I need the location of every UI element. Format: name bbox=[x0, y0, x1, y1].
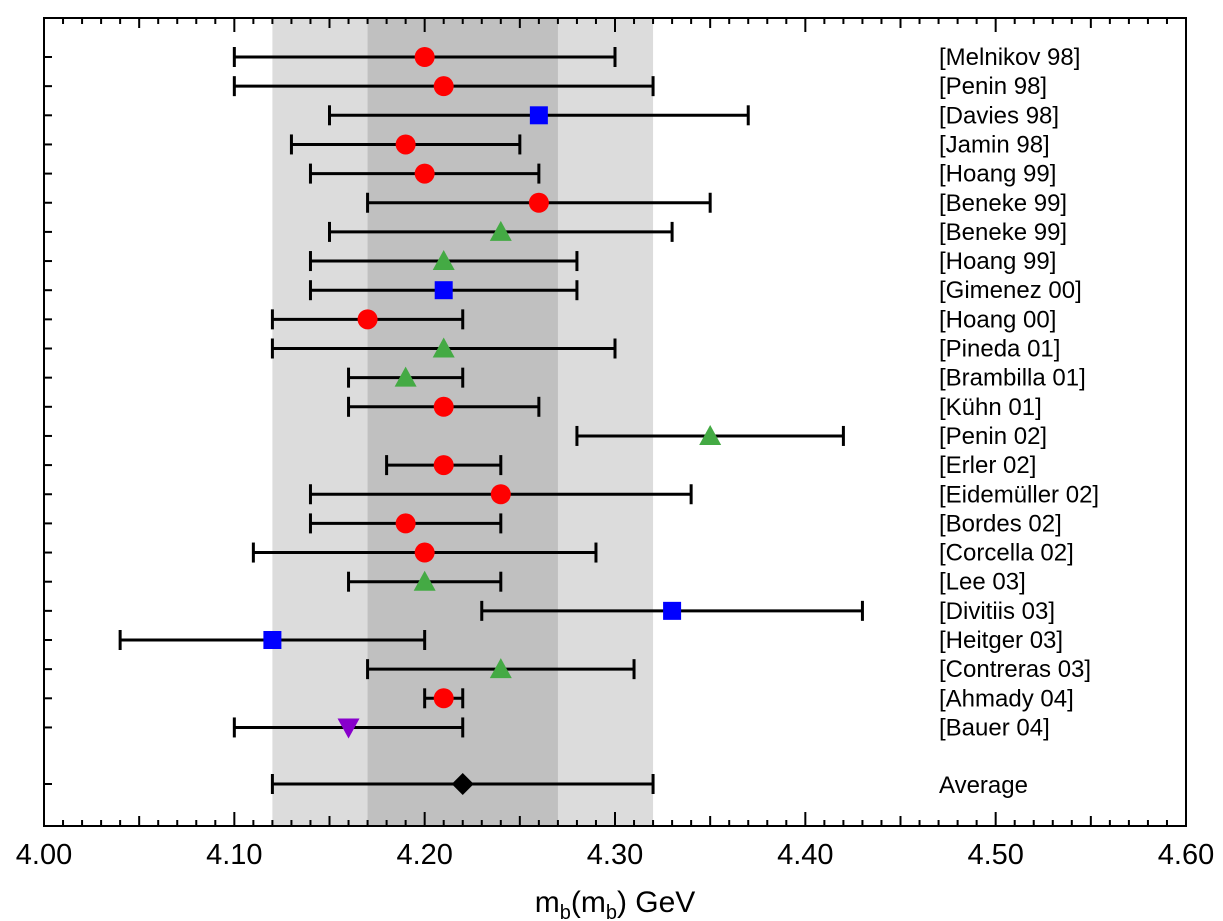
average-label: Average bbox=[939, 772, 1028, 799]
reference-label: [Penin 02] bbox=[939, 423, 1047, 450]
x-tick-label: 4.60 bbox=[1158, 839, 1214, 871]
x-tick-label: 4.20 bbox=[396, 839, 452, 871]
reference-label: [Jamin 98] bbox=[939, 131, 1050, 158]
reference-label: [Pineda 01] bbox=[939, 336, 1060, 363]
marker-circle bbox=[395, 134, 416, 155]
marker-triangle bbox=[699, 424, 722, 445]
marks-layer bbox=[118, 47, 864, 795]
reference-label: [Beneke 99] bbox=[939, 190, 1067, 217]
marker-circle bbox=[433, 76, 454, 97]
marker-triangle bbox=[432, 250, 455, 271]
labels-layer: [Melnikov 98][Penin 98][Davies 98][Jamin… bbox=[939, 44, 1099, 799]
marker-circle bbox=[433, 396, 454, 417]
marker-square bbox=[663, 601, 682, 620]
reference-label: [Contreras 03] bbox=[939, 656, 1091, 683]
x-tick-label: 4.30 bbox=[587, 839, 643, 871]
reference-label: [Hoang 99] bbox=[939, 248, 1056, 275]
x-axis-title: mb(mb) GeV bbox=[535, 886, 696, 921]
marker-circle bbox=[357, 309, 378, 330]
reference-label: [Corcella 02] bbox=[939, 540, 1074, 567]
marker-triangle bbox=[489, 220, 512, 241]
marker-square bbox=[263, 631, 282, 649]
reference-label: [Kühn 01] bbox=[939, 394, 1042, 421]
ticks-layer: 4.00 4.10 4.20 4.30 4.40 4.50 4.60 bbox=[16, 18, 1214, 871]
reference-label: [Divitiis 03] bbox=[939, 598, 1055, 625]
marker-circle bbox=[414, 163, 435, 184]
reference-label: [Heitger 03] bbox=[939, 627, 1063, 654]
marker-triangle bbox=[432, 337, 455, 358]
marker-circle bbox=[490, 484, 511, 505]
marker-circle bbox=[433, 688, 454, 709]
reference-label: [Melnikov 98] bbox=[939, 44, 1080, 71]
x-tick-label: 4.00 bbox=[16, 839, 72, 871]
reference-label: [Erler 02] bbox=[939, 452, 1036, 479]
marker-circle bbox=[433, 455, 454, 476]
x-tick-label: 4.50 bbox=[967, 839, 1023, 871]
marker-triangle bbox=[413, 570, 436, 591]
marker-triangle bbox=[489, 658, 512, 679]
reference-label: [Eidemüller 02] bbox=[939, 481, 1099, 508]
reference-label: [Hoang 99] bbox=[939, 161, 1056, 188]
marker-square bbox=[434, 281, 453, 300]
marker-circle bbox=[414, 47, 435, 67]
reference-label: [Bauer 04] bbox=[939, 714, 1050, 741]
marker-triangle-down bbox=[337, 718, 360, 739]
marker-square bbox=[529, 106, 548, 125]
reference-label: [Bordes 02] bbox=[939, 510, 1062, 537]
marker-circle bbox=[414, 542, 435, 563]
marker-circle bbox=[528, 192, 549, 213]
reference-label: [Brambilla 01] bbox=[939, 365, 1086, 392]
reference-label: [Ahmady 04] bbox=[939, 685, 1074, 712]
reference-label: [Penin 98] bbox=[939, 73, 1047, 100]
x-tick-label: 4.40 bbox=[777, 839, 833, 871]
x-tick-label: 4.10 bbox=[206, 839, 262, 871]
reference-label: [Gimenez 00] bbox=[939, 277, 1082, 304]
reference-label: [Davies 98] bbox=[939, 102, 1059, 129]
reference-label: [Beneke 99] bbox=[939, 219, 1067, 246]
marker-triangle bbox=[394, 366, 417, 387]
marker-circle bbox=[395, 513, 416, 534]
reference-label: [Hoang 00] bbox=[939, 306, 1056, 333]
reference-label: [Lee 03] bbox=[939, 569, 1026, 596]
marker-diamond bbox=[451, 773, 474, 795]
